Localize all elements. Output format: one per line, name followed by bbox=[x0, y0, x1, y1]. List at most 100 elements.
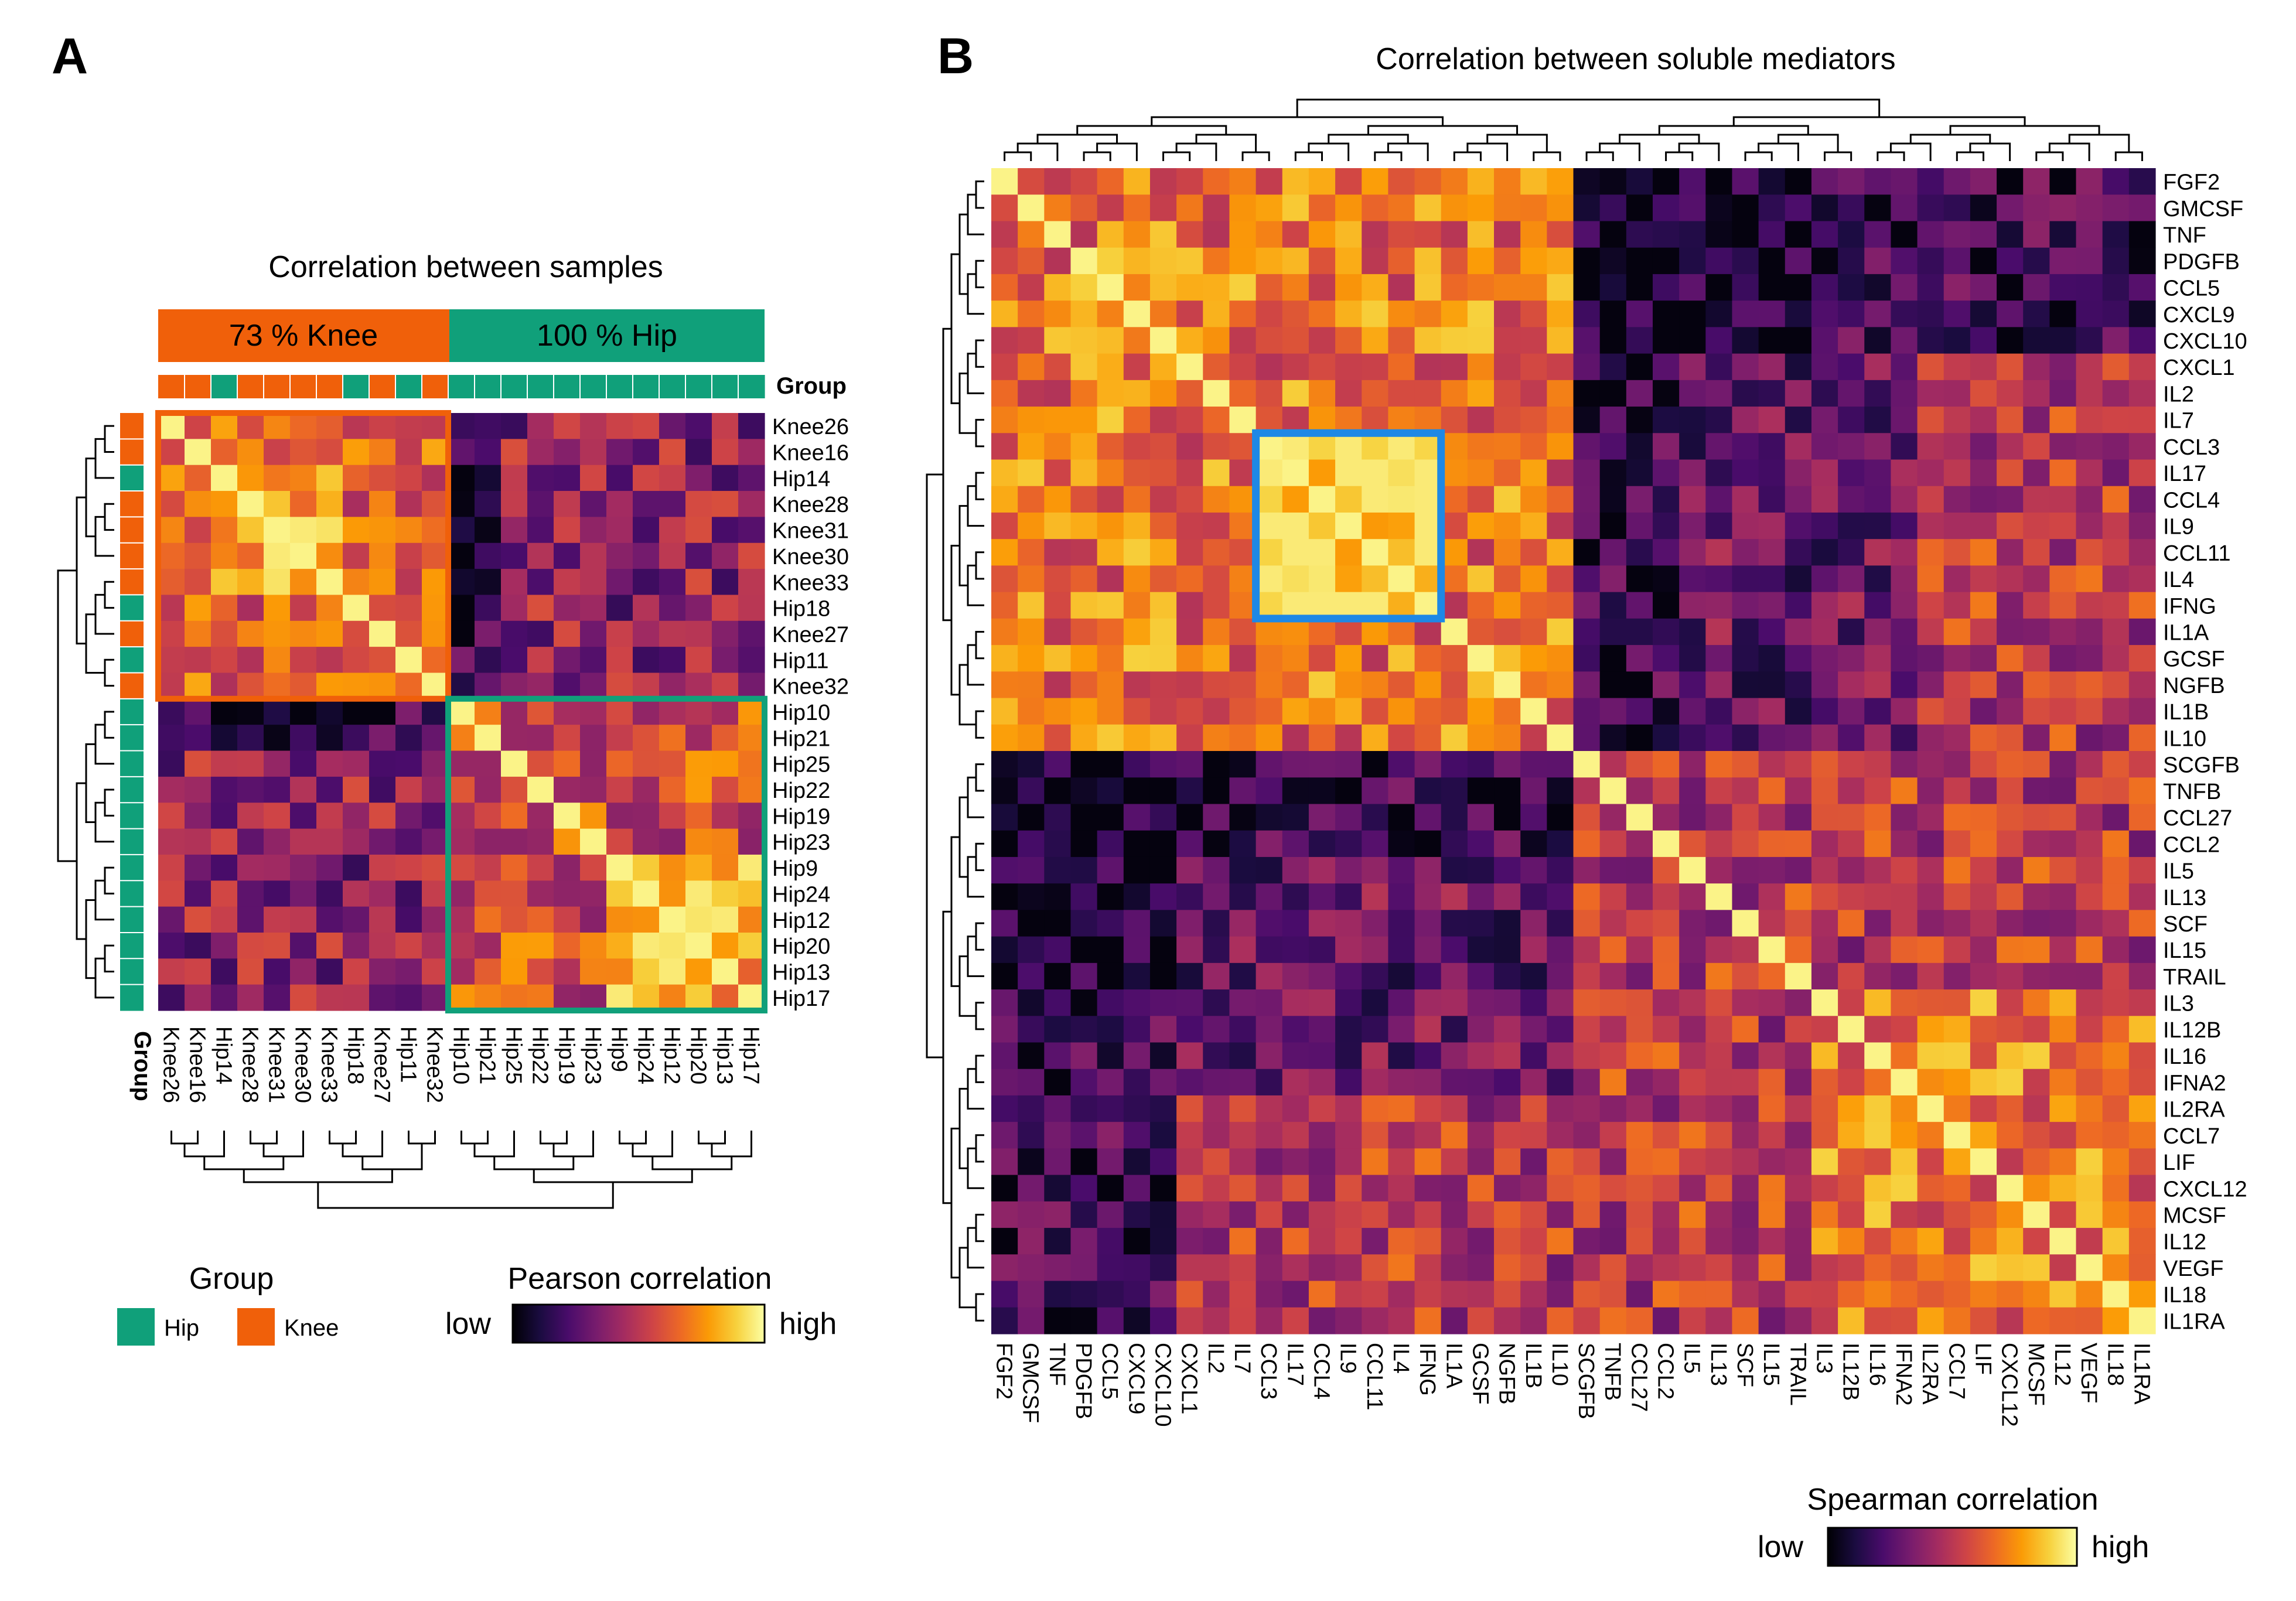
heat-cell bbox=[991, 1281, 1018, 1308]
heat-cell bbox=[991, 671, 1018, 699]
heat-cell bbox=[1467, 565, 1495, 593]
heat-cell bbox=[991, 1307, 1018, 1334]
heat-cell bbox=[1652, 698, 1680, 725]
heat-cell bbox=[1335, 1228, 1362, 1255]
heat-cell bbox=[2102, 724, 2130, 752]
heat-cell bbox=[1599, 1201, 1627, 1228]
heat-cell bbox=[2049, 407, 2077, 433]
heat-cell bbox=[1943, 247, 1971, 275]
heat-cell bbox=[1652, 539, 1680, 566]
heat-cell bbox=[1229, 380, 1257, 407]
heat-cell bbox=[1732, 856, 1759, 884]
heat-cell bbox=[264, 906, 291, 933]
heat-cell bbox=[1811, 777, 1838, 805]
heat-cell bbox=[211, 647, 238, 674]
heat-cell bbox=[1758, 936, 1786, 964]
heat-cell bbox=[1943, 989, 1971, 1016]
heat-cell bbox=[1176, 512, 1203, 540]
heat-cell bbox=[1335, 1122, 1362, 1149]
heat-cell bbox=[1573, 247, 1601, 275]
heat-cell bbox=[1335, 380, 1362, 407]
heat-cell bbox=[1018, 1069, 1045, 1096]
heat-cell bbox=[1997, 1122, 2024, 1149]
heat-cell bbox=[1018, 804, 1045, 831]
heat-cell bbox=[1256, 645, 1283, 672]
heat-cell bbox=[316, 698, 343, 725]
heat-cell bbox=[1626, 804, 1653, 831]
heat-cell bbox=[580, 542, 607, 569]
heat-cell bbox=[1070, 777, 1098, 805]
heat-cell bbox=[1149, 1175, 1177, 1202]
heat-cell bbox=[1203, 353, 1230, 381]
heat-cell bbox=[606, 698, 633, 725]
heat-cell bbox=[395, 439, 422, 466]
heat-cell bbox=[1970, 274, 1997, 301]
heat-cell bbox=[1626, 856, 1653, 884]
heat-cell bbox=[290, 595, 317, 622]
heat-cell bbox=[2102, 380, 2130, 407]
heat-cell bbox=[659, 595, 686, 622]
heat-cell bbox=[1573, 989, 1601, 1016]
mediator-column-label: IL9 bbox=[1336, 1343, 1360, 1374]
heat-cell bbox=[1097, 856, 1124, 884]
heat-cell bbox=[1652, 1148, 1680, 1176]
mediator-row-label: PDGFB bbox=[2163, 250, 2240, 274]
heat-cell bbox=[1256, 353, 1283, 381]
heat-cell bbox=[580, 517, 607, 544]
group-cell-knee bbox=[316, 375, 343, 398]
heat-cell bbox=[2128, 327, 2156, 354]
heat-cell bbox=[185, 698, 211, 725]
heat-cell bbox=[1097, 274, 1124, 301]
heat-cell bbox=[1679, 856, 1706, 884]
heat-cell bbox=[2076, 989, 2103, 1016]
mediator-column-label: IL1RA bbox=[2129, 1343, 2154, 1405]
sample-row-label: Hip9 bbox=[772, 856, 818, 881]
heat-cell bbox=[1917, 804, 1944, 831]
heat-cell bbox=[685, 569, 712, 596]
heat-cell bbox=[1891, 221, 1918, 248]
heat-cell bbox=[2076, 936, 2103, 964]
group-cell-hip bbox=[120, 958, 144, 985]
heat-cell bbox=[1282, 459, 1309, 487]
heat-cell bbox=[1705, 1281, 1733, 1308]
heat-cell bbox=[1758, 301, 1786, 327]
heat-cell bbox=[1917, 724, 1944, 752]
heat-cell bbox=[1547, 645, 1574, 672]
heat-cell bbox=[1070, 274, 1098, 301]
heat-cell bbox=[1256, 618, 1283, 646]
heat-cell bbox=[1573, 380, 1601, 407]
heat-cell bbox=[1785, 301, 1812, 327]
heat-cell bbox=[633, 750, 660, 777]
sample-column-label: Knee32 bbox=[422, 1026, 447, 1103]
heat-cell bbox=[1018, 353, 1045, 381]
heat-cell bbox=[1679, 962, 1706, 990]
sample-column-label: Hip24 bbox=[633, 1026, 658, 1084]
heat-cell bbox=[1256, 194, 1283, 222]
heat-cell bbox=[1388, 1201, 1415, 1228]
heat-cell bbox=[2023, 804, 2050, 831]
heat-cell bbox=[527, 725, 554, 752]
heat-cell bbox=[1970, 618, 1997, 646]
heat-cell bbox=[1414, 247, 1442, 275]
heat-cell bbox=[1097, 777, 1124, 805]
heat-cell bbox=[1494, 1175, 1521, 1202]
heat-cell bbox=[991, 407, 1018, 433]
heat-cell bbox=[1943, 433, 1971, 460]
heat-cell bbox=[343, 984, 370, 1011]
heat-cell bbox=[185, 673, 211, 699]
heat-cell bbox=[1785, 1069, 1812, 1096]
heat-cell bbox=[1097, 1016, 1124, 1043]
dendrogram-link bbox=[651, 1156, 733, 1170]
heat-cell bbox=[2076, 301, 2103, 327]
heat-cell bbox=[1308, 327, 1336, 354]
heat-cell bbox=[1494, 433, 1521, 460]
heat-cell bbox=[1997, 1095, 2024, 1122]
heat-cell bbox=[1203, 856, 1230, 884]
heat-cell bbox=[1573, 724, 1601, 752]
heat-cell bbox=[1203, 1148, 1230, 1176]
heat-cell bbox=[2076, 1201, 2103, 1228]
mediator-column-label: CXCL12 bbox=[1997, 1343, 2022, 1427]
heat-cell bbox=[991, 777, 1018, 805]
heat-cell bbox=[1176, 1228, 1203, 1255]
heat-cell bbox=[1229, 1281, 1257, 1308]
